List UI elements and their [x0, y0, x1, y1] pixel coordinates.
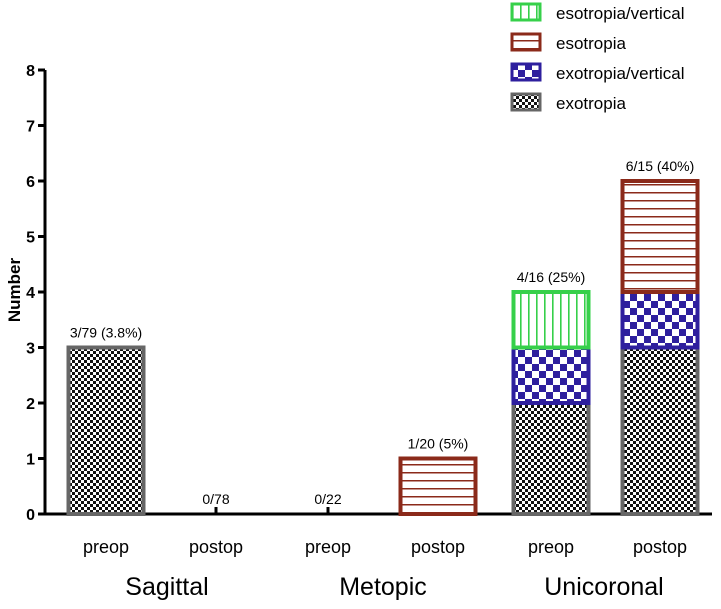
y-tick-label: 8: [26, 63, 35, 80]
bar-count-label: 0/78: [202, 491, 229, 507]
legend-swatch: [510, 2, 542, 22]
bar-segment-esotropia-vertical: [511, 290, 591, 350]
x-tick-label: preop: [528, 537, 574, 557]
bar-segment-exotropia: [66, 345, 146, 516]
bar-segment-exotropia-vertical: [620, 290, 700, 350]
y-tick-label: 2: [26, 396, 35, 413]
x-tick-label: postop: [633, 537, 687, 557]
bar-segment-exotropia: [620, 345, 700, 516]
y-tick-label: 3: [26, 341, 35, 358]
group-label: Sagittal: [125, 573, 208, 601]
y-axis: 0 1 2 3 4 5 6 7 8: [26, 63, 47, 524]
x-axis: preop postop preop postop preop postop Sagitta…: [45, 507, 712, 601]
bar-count-label: 6/15 (40%): [626, 158, 694, 174]
legend: esotropia/vertical esotropia exotropia/ver…: [510, 2, 685, 113]
legend-label: exotropia: [556, 94, 626, 113]
bar-segment-esotropia: [398, 456, 478, 516]
legend-swatch: [510, 32, 542, 52]
x-tick-label: preop: [83, 537, 129, 557]
bar-label-layer: 3/79 (3.8%) 0/78 0/22 1/20 (5%) 4/16 (25%) 6/…: [70, 158, 694, 507]
legend-swatch: [510, 62, 542, 82]
group-label: Metopic: [339, 573, 427, 601]
bar-segment-exotropia: [511, 401, 591, 516]
y-tick-label: 6: [26, 174, 35, 191]
bar-count-label: 1/20 (5%): [408, 436, 469, 452]
y-tick-label: 5: [26, 230, 35, 247]
y-tick-label: 7: [26, 119, 35, 136]
y-tick-label: 0: [26, 507, 35, 524]
legend-label: exotropia/vertical: [556, 64, 685, 83]
bar-layer: [66, 179, 700, 516]
bar-segment-exotropia-vertical: [511, 345, 591, 405]
y-tick-label: 1: [26, 452, 35, 469]
group-label: Unicoronal: [544, 573, 664, 601]
y-axis-label: Number: [5, 258, 24, 323]
bar-count-label: 4/16 (25%): [517, 269, 585, 285]
x-tick-label: preop: [305, 537, 351, 557]
y-tick-label: 4: [26, 285, 35, 302]
legend-label: esotropia: [556, 34, 626, 53]
x-tick-label: postop: [411, 537, 465, 557]
legend-label: esotropia/vertical: [556, 4, 685, 23]
bar-segment-esotropia: [620, 179, 700, 294]
x-tick-label: postop: [189, 537, 243, 557]
bar-count-label: 3/79 (3.8%): [70, 325, 142, 341]
legend-swatch: [510, 92, 542, 112]
bar-count-label: 0/22: [314, 491, 341, 507]
